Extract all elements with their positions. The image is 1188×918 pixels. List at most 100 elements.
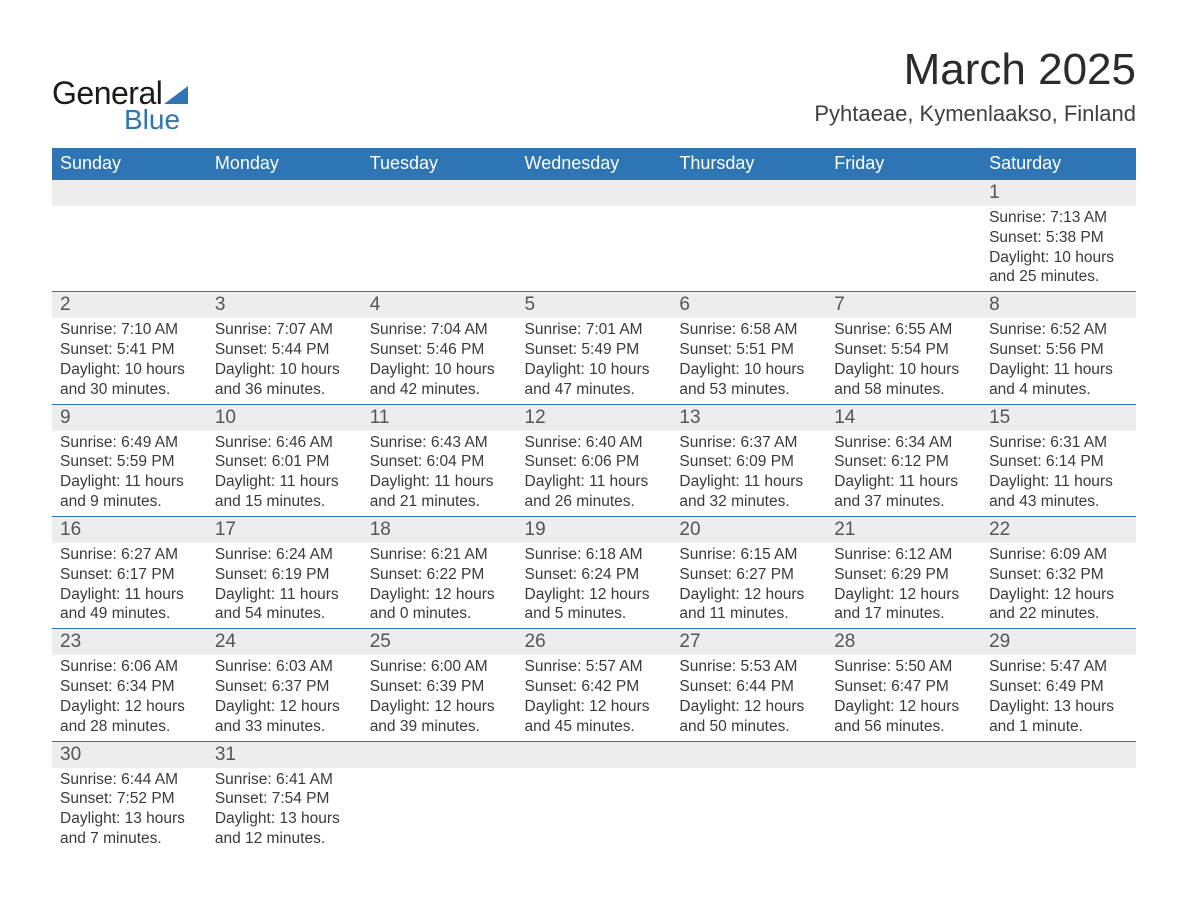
- day-detail-cell: Sunrise: 6:03 AMSunset: 6:37 PMDaylight:…: [207, 655, 362, 741]
- daylight-text: Daylight: 10 hours: [525, 360, 664, 380]
- sunrise-text: Sunrise: 5:53 AM: [679, 657, 818, 677]
- sunset-text: Sunset: 6:39 PM: [370, 677, 509, 697]
- daylight-text: and 22 minutes.: [989, 604, 1128, 624]
- empty-day-detail: [517, 768, 672, 853]
- sunrise-text: Sunrise: 6:41 AM: [215, 770, 354, 790]
- sunrise-text: Sunrise: 6:09 AM: [989, 545, 1128, 565]
- logo: General Blue: [52, 75, 188, 136]
- day-number: 2: [52, 292, 207, 318]
- day-number: 19: [517, 517, 672, 543]
- sunset-text: Sunset: 5:54 PM: [834, 340, 973, 360]
- sunset-text: Sunset: 5:51 PM: [679, 340, 818, 360]
- week-number-row: 1: [52, 180, 1136, 207]
- day-number: 15: [981, 405, 1136, 431]
- sunrise-text: Sunrise: 6:34 AM: [834, 433, 973, 453]
- day-detail-cell: Sunrise: 6:34 AMSunset: 6:12 PMDaylight:…: [826, 431, 981, 517]
- sunset-text: Sunset: 5:46 PM: [370, 340, 509, 360]
- sunrise-text: Sunrise: 6:27 AM: [60, 545, 199, 565]
- empty-day-detail: [207, 206, 362, 292]
- daylight-text: and 49 minutes.: [60, 604, 199, 624]
- daylight-text: and 30 minutes.: [60, 380, 199, 400]
- daylight-text: Daylight: 12 hours: [370, 585, 509, 605]
- daylight-text: Daylight: 10 hours: [60, 360, 199, 380]
- day-detail-cell: Sunrise: 6:27 AMSunset: 6:17 PMDaylight:…: [52, 543, 207, 629]
- day-number: 5: [517, 292, 672, 318]
- weekday-header: Friday: [826, 148, 981, 180]
- empty-day-number: [981, 741, 1136, 768]
- day-number: 23: [52, 629, 207, 655]
- day-detail-cell: Sunrise: 5:57 AMSunset: 6:42 PMDaylight:…: [517, 655, 672, 741]
- daylight-text: Daylight: 12 hours: [525, 585, 664, 605]
- sunset-text: Sunset: 5:49 PM: [525, 340, 664, 360]
- weekday-header: Saturday: [981, 148, 1136, 180]
- day-number: 7: [826, 292, 981, 318]
- sunrise-text: Sunrise: 6:40 AM: [525, 433, 664, 453]
- day-detail-cell: Sunrise: 7:04 AMSunset: 5:46 PMDaylight:…: [362, 318, 517, 404]
- sunset-text: Sunset: 6:06 PM: [525, 452, 664, 472]
- empty-day-detail: [671, 768, 826, 853]
- week-detail-row: Sunrise: 6:06 AMSunset: 6:34 PMDaylight:…: [52, 655, 1136, 741]
- empty-day-number: [517, 180, 672, 207]
- day-detail-cell: Sunrise: 6:24 AMSunset: 6:19 PMDaylight:…: [207, 543, 362, 629]
- daylight-text: Daylight: 10 hours: [370, 360, 509, 380]
- sunrise-text: Sunrise: 7:13 AM: [989, 208, 1128, 228]
- day-number: 6: [671, 292, 826, 318]
- day-number: 1: [981, 180, 1136, 206]
- daylight-text: and 25 minutes.: [989, 267, 1128, 287]
- day-number: 29: [981, 629, 1136, 655]
- daylight-text: Daylight: 11 hours: [989, 472, 1128, 492]
- daylight-text: Daylight: 13 hours: [60, 809, 199, 829]
- daylight-text: Daylight: 12 hours: [60, 697, 199, 717]
- header: General Blue March 2025 Pyhtaeae, Kymenl…: [52, 45, 1136, 136]
- sunset-text: Sunset: 6:04 PM: [370, 452, 509, 472]
- day-detail-cell: Sunrise: 6:15 AMSunset: 6:27 PMDaylight:…: [671, 543, 826, 629]
- daylight-text: and 47 minutes.: [525, 380, 664, 400]
- daylight-text: and 7 minutes.: [60, 829, 199, 849]
- week-detail-row: Sunrise: 7:10 AMSunset: 5:41 PMDaylight:…: [52, 318, 1136, 404]
- day-number: 30: [52, 742, 207, 768]
- sunset-text: Sunset: 6:34 PM: [60, 677, 199, 697]
- sunset-text: Sunset: 6:47 PM: [834, 677, 973, 697]
- sunset-text: Sunset: 5:44 PM: [215, 340, 354, 360]
- sunrise-text: Sunrise: 7:07 AM: [215, 320, 354, 340]
- sunset-text: Sunset: 6:29 PM: [834, 565, 973, 585]
- daylight-text: Daylight: 10 hours: [834, 360, 973, 380]
- daylight-text: and 5 minutes.: [525, 604, 664, 624]
- daylight-text: and 28 minutes.: [60, 717, 199, 737]
- sunrise-text: Sunrise: 5:50 AM: [834, 657, 973, 677]
- day-number: 20: [671, 517, 826, 543]
- day-number: 14: [826, 405, 981, 431]
- day-number: 11: [362, 405, 517, 431]
- daylight-text: Daylight: 13 hours: [215, 809, 354, 829]
- daylight-text: and 12 minutes.: [215, 829, 354, 849]
- daylight-text: and 15 minutes.: [215, 492, 354, 512]
- empty-day-number: [671, 741, 826, 768]
- logo-word-2: Blue: [124, 104, 188, 136]
- day-detail-cell: Sunrise: 6:37 AMSunset: 6:09 PMDaylight:…: [671, 431, 826, 517]
- calendar-header-row: SundayMondayTuesdayWednesdayThursdayFrid…: [52, 148, 1136, 180]
- daylight-text: and 32 minutes.: [679, 492, 818, 512]
- day-number: 8: [981, 292, 1136, 318]
- empty-day-detail: [517, 206, 672, 292]
- daylight-text: Daylight: 11 hours: [525, 472, 664, 492]
- sunset-text: Sunset: 7:54 PM: [215, 789, 354, 809]
- sunrise-text: Sunrise: 6:31 AM: [989, 433, 1128, 453]
- empty-day-detail: [362, 206, 517, 292]
- daylight-text: Daylight: 10 hours: [989, 248, 1128, 268]
- day-detail-cell: Sunrise: 6:43 AMSunset: 6:04 PMDaylight:…: [362, 431, 517, 517]
- daylight-text: and 39 minutes.: [370, 717, 509, 737]
- sunset-text: Sunset: 6:42 PM: [525, 677, 664, 697]
- sunrise-text: Sunrise: 5:47 AM: [989, 657, 1128, 677]
- sunrise-text: Sunrise: 6:24 AM: [215, 545, 354, 565]
- sunrise-text: Sunrise: 6:49 AM: [60, 433, 199, 453]
- daylight-text: and 37 minutes.: [834, 492, 973, 512]
- daylight-text: and 43 minutes.: [989, 492, 1128, 512]
- month-title: March 2025: [814, 45, 1136, 95]
- sunset-text: Sunset: 5:56 PM: [989, 340, 1128, 360]
- day-detail-cell: Sunrise: 6:40 AMSunset: 6:06 PMDaylight:…: [517, 431, 672, 517]
- sunrise-text: Sunrise: 6:00 AM: [370, 657, 509, 677]
- empty-day-detail: [52, 206, 207, 292]
- sunset-text: Sunset: 6:44 PM: [679, 677, 818, 697]
- daylight-text: Daylight: 11 hours: [215, 472, 354, 492]
- week-detail-row: Sunrise: 7:13 AMSunset: 5:38 PMDaylight:…: [52, 206, 1136, 292]
